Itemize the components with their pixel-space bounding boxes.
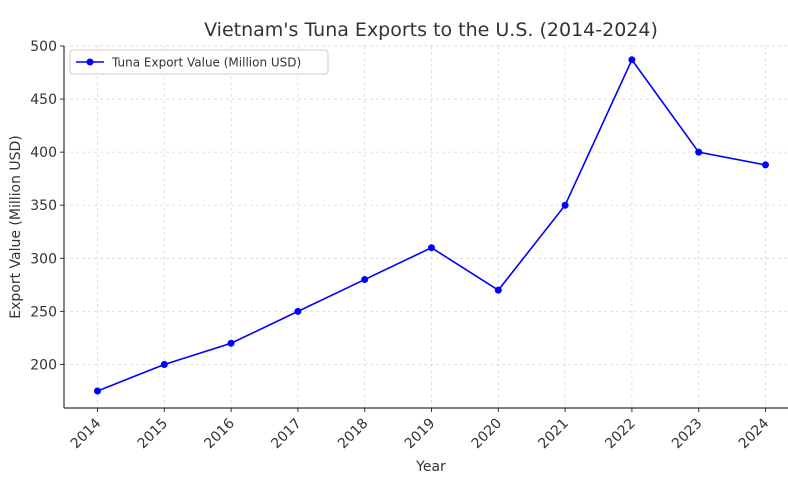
x-tick-label: 2015 <box>135 416 172 453</box>
x-tick-label: 2018 <box>335 416 372 453</box>
x-tick-label: 2016 <box>201 415 238 452</box>
x-axis-label: Year <box>415 459 446 475</box>
x-tick-label: 2020 <box>469 416 506 453</box>
legend-label: Tuna Export Value (Million USD) <box>111 56 301 70</box>
data-point <box>494 286 502 294</box>
y-tick-label: 300 <box>30 251 57 267</box>
legend-box <box>69 49 329 75</box>
data-point <box>628 56 636 64</box>
data-point <box>227 339 235 347</box>
y-tick-label: 200 <box>30 357 57 373</box>
data-point <box>361 276 369 284</box>
grid-lines <box>64 45 788 408</box>
legend: Tuna Export Value (Million USD) <box>69 49 329 75</box>
y-tick-label: 400 <box>30 145 57 161</box>
y-axis-label: Export Value (Million USD) <box>8 135 24 319</box>
x-tick-label: 2019 <box>402 416 439 453</box>
y-tick-label: 250 <box>30 304 57 320</box>
data-point <box>160 360 168 368</box>
data-point <box>762 161 769 169</box>
data-point <box>294 307 302 315</box>
x-tick-label: 2014 <box>68 415 105 452</box>
y-tick-label: 500 <box>30 39 57 55</box>
x-tick-label: 2022 <box>602 416 639 453</box>
y-tick-label: 350 <box>30 198 57 214</box>
y-tick-label: 450 <box>30 92 57 108</box>
chart-title: Vietnam's Tuna Exports to the U.S. (2014… <box>204 19 658 41</box>
axes <box>60 45 788 412</box>
data-point <box>428 244 435 252</box>
legend-swatch-marker <box>86 58 94 66</box>
data-point <box>561 201 569 209</box>
x-tick-label: 2021 <box>535 416 572 453</box>
x-tick-label: 2023 <box>669 416 706 453</box>
series-layer <box>94 56 769 395</box>
data-point <box>94 387 101 395</box>
data-point <box>695 148 703 156</box>
x-tick-label: 2017 <box>268 416 305 453</box>
x-tick-label: 2024 <box>736 415 773 452</box>
